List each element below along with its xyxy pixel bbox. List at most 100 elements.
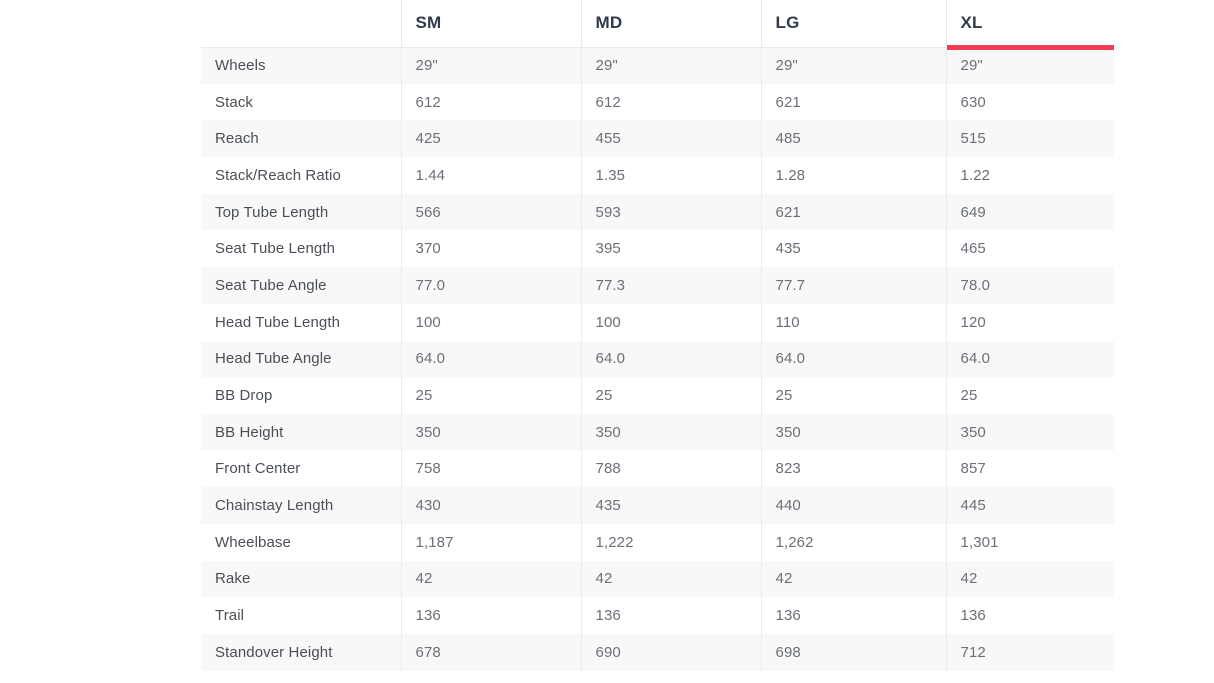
cell-value-sm: 612 [400,83,581,121]
table-row: Seat Tube Angle 77.0 77.3 77.7 78.0 [201,267,1114,304]
cell-value-sm: 136 [400,597,581,634]
cell-value-lg: 77.7 [760,267,946,304]
cell-value-xl: 445 [945,487,1114,524]
table-row: Rake 42 42 42 42 [201,560,1114,598]
cell-value-sm: 25 [400,377,581,414]
cell-value-xl: 1,301 [945,523,1114,561]
cell-value-md: 64.0 [580,340,761,378]
cell-value-sm: 1,187 [400,523,581,561]
cell-value-sm: 566 [400,193,581,231]
cell-value-md: 25 [580,377,761,414]
cell-value-lg: 435 [760,230,946,268]
cell-value-sm: 77.0 [400,267,581,304]
table-body: Wheels 29" 29" 29" 29" Stack 612 612 621 630 Reach… [201,47,1114,671]
header-cell-size-xl[interactable]: XL [945,0,1115,50]
cell-value-xl: 350 [945,413,1114,451]
geometry-table-container: SM MD LG XL Wheels 29" 29" 29" 29" Stack 612 612 62… [201,0,1115,671]
cell-value-lg: 621 [760,83,946,121]
cell-value-xl: 136 [945,597,1114,634]
cell-value-md: 788 [580,450,761,488]
cell-value-xl: 857 [945,450,1114,488]
table-row: Stack/Reach Ratio 1.44 1.35 1.28 1.22 [201,157,1114,194]
row-label: Wheelbase [201,523,401,561]
cell-value-sm: 758 [400,450,581,488]
table-row: Standover Height 678 690 698 712 [201,634,1114,671]
table-row: Chainstay Length 430 435 440 445 [201,487,1114,524]
cell-value-lg: 29" [760,47,946,84]
cell-value-xl: 712 [945,634,1114,671]
cell-value-sm: 1.44 [400,157,581,194]
cell-value-lg: 110 [760,303,946,341]
row-label: Rake [201,560,401,598]
cell-value-lg: 485 [760,120,946,158]
cell-value-md: 42 [580,560,761,598]
cell-value-lg: 42 [760,560,946,598]
cell-value-xl: 42 [945,560,1114,598]
header-cell-size-md[interactable]: MD [580,0,761,48]
cell-value-md: 1.35 [580,157,761,194]
row-label: BB Drop [201,377,401,414]
header-cell-spec [201,0,401,48]
header-row: SM MD LG XL [201,0,1115,50]
cell-value-md: 136 [580,597,761,634]
cell-value-md: 350 [580,413,761,451]
table-row: Wheelbase 1,187 1,222 1,262 1,301 [201,523,1114,561]
cell-value-md: 1,222 [580,523,761,561]
row-label: Wheels [201,47,401,84]
cell-value-lg: 64.0 [760,340,946,378]
cell-value-xl: 64.0 [945,340,1114,378]
row-label: Chainstay Length [201,487,401,524]
cell-value-xl: 78.0 [945,267,1114,304]
cell-value-sm: 678 [400,634,581,671]
table-row: Reach 425 455 485 515 [201,120,1114,158]
cell-value-sm: 425 [400,120,581,158]
cell-value-xl: 465 [945,230,1114,268]
cell-value-lg: 440 [760,487,946,524]
header-cell-size-lg[interactable]: LG [760,0,946,48]
cell-value-md: 593 [580,193,761,231]
cell-value-lg: 1.28 [760,157,946,194]
table-row: Trail 136 136 136 136 [201,597,1114,634]
row-label: Stack/Reach Ratio [201,157,401,194]
cell-value-xl: 120 [945,303,1114,341]
table-row: Wheels 29" 29" 29" 29" [201,47,1114,84]
cell-value-xl: 29" [945,47,1114,84]
table-row: Seat Tube Length 370 395 435 465 [201,230,1114,268]
geometry-table: SM MD LG XL Wheels 29" 29" 29" 29" Stack 612 612 62… [201,0,1115,671]
cell-value-lg: 621 [760,193,946,231]
cell-value-xl: 1.22 [945,157,1114,194]
cell-value-sm: 42 [400,560,581,598]
row-label: Reach [201,120,401,158]
row-label: Front Center [201,450,401,488]
table-header: SM MD LG XL [201,0,1115,50]
row-label: Head Tube Length [201,303,401,341]
cell-value-sm: 430 [400,487,581,524]
cell-value-md: 690 [580,634,761,671]
row-label: Trail [201,597,401,634]
table-row: Head Tube Angle 64.0 64.0 64.0 64.0 [201,340,1114,378]
cell-value-xl: 25 [945,377,1114,414]
cell-value-lg: 136 [760,597,946,634]
row-label: Head Tube Angle [201,340,401,378]
cell-value-xl: 649 [945,193,1114,231]
row-label: Standover Height [201,634,401,671]
cell-value-lg: 698 [760,634,946,671]
cell-value-sm: 370 [400,230,581,268]
cell-value-md: 100 [580,303,761,341]
cell-value-sm: 350 [400,413,581,451]
row-label: BB Height [201,413,401,451]
cell-value-md: 77.3 [580,267,761,304]
header-cell-size-sm[interactable]: SM [400,0,581,48]
cell-value-md: 455 [580,120,761,158]
cell-value-sm: 100 [400,303,581,341]
cell-value-md: 29" [580,47,761,84]
cell-value-sm: 64.0 [400,340,581,378]
cell-value-lg: 823 [760,450,946,488]
row-label: Seat Tube Length [201,230,401,268]
cell-value-lg: 25 [760,377,946,414]
row-label: Seat Tube Angle [201,267,401,304]
table-row: Front Center 758 788 823 857 [201,450,1114,488]
table-row: BB Height 350 350 350 350 [201,413,1114,451]
row-label: Top Tube Length [201,193,401,231]
